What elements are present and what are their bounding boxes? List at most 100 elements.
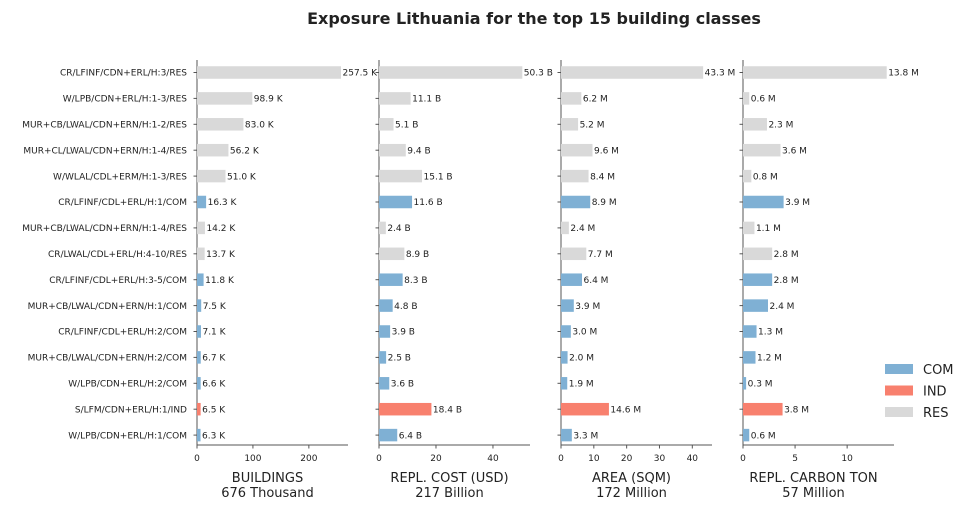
value-label: 6.4 M bbox=[584, 276, 609, 286]
value-label: 8.9 M bbox=[592, 198, 617, 208]
x-tick-label: 0 bbox=[558, 454, 564, 464]
bar bbox=[197, 118, 244, 131]
bar bbox=[743, 273, 773, 286]
category-label: CR/LFINF/CDL+ERL/H:2/COM bbox=[58, 328, 187, 338]
value-label: 6.6 K bbox=[202, 380, 226, 390]
bar bbox=[561, 221, 569, 235]
value-label: 16.3 K bbox=[208, 198, 238, 208]
value-label: 98.9 K bbox=[254, 95, 284, 105]
bar bbox=[197, 351, 201, 364]
value-label: 7.1 K bbox=[202, 328, 226, 338]
x-tick-label: 0 bbox=[194, 454, 200, 464]
bar bbox=[379, 66, 523, 79]
value-label: 15.1 B bbox=[424, 172, 453, 182]
bar bbox=[743, 299, 768, 312]
value-label: 257.5 K bbox=[343, 69, 379, 79]
bar bbox=[379, 377, 390, 390]
category-label: CR/LWAL/CDL+ERL/H:4-10/RES bbox=[48, 250, 187, 260]
category-label: CR/LFINF/CDN+ERL/H:3/RES bbox=[60, 69, 187, 79]
bar bbox=[561, 273, 583, 286]
bar bbox=[743, 428, 750, 442]
category-label: MUR+CL/LWAL/CDN+ERN/H:1-4/RES bbox=[23, 146, 187, 156]
bar bbox=[197, 377, 201, 390]
bar bbox=[197, 325, 201, 338]
bar bbox=[197, 299, 202, 312]
bar bbox=[379, 351, 387, 364]
x-tick-label: 0 bbox=[376, 454, 382, 464]
category-label: MUR+CB/LWAL/CDN+ERN/H:1-2/RES bbox=[22, 121, 187, 131]
value-label: 0.6 M bbox=[751, 95, 776, 105]
value-label: 1.2 M bbox=[757, 354, 782, 364]
value-label: 56.2 K bbox=[230, 146, 260, 156]
x-axis-total: 217 Billion bbox=[415, 486, 484, 501]
value-label: 6.7 K bbox=[202, 354, 226, 364]
x-tick-label: 20 bbox=[430, 454, 442, 464]
bar bbox=[197, 92, 253, 105]
value-label: 2.0 M bbox=[569, 354, 594, 364]
value-label: 2.4 M bbox=[570, 224, 595, 234]
value-label: 8.9 B bbox=[406, 250, 429, 260]
bar bbox=[379, 169, 423, 183]
value-label: 1.9 M bbox=[569, 380, 594, 390]
value-label: 7.7 M bbox=[588, 250, 613, 260]
bar bbox=[197, 195, 207, 209]
x-axis-title: AREA (SQM) bbox=[592, 471, 671, 486]
legend-label-com: COM bbox=[923, 363, 954, 378]
bar bbox=[197, 169, 226, 183]
x-tick-label: 10 bbox=[841, 454, 853, 464]
category-label: W/LPB/CDN+ERL/H:2/COM bbox=[68, 380, 187, 390]
value-label: 5.1 B bbox=[395, 121, 418, 131]
bar bbox=[743, 169, 752, 183]
bar bbox=[379, 92, 411, 105]
bar bbox=[197, 143, 229, 157]
value-label: 7.5 K bbox=[203, 302, 227, 312]
value-label: 6.4 B bbox=[399, 431, 422, 441]
value-label: 13.8 M bbox=[888, 69, 919, 79]
bar bbox=[197, 66, 342, 79]
value-label: 8.4 M bbox=[590, 172, 615, 182]
value-label: 3.3 M bbox=[573, 431, 598, 441]
x-tick-label: 10 bbox=[588, 454, 600, 464]
category-label: CR/LFINF/CDL+ERL/H:1/COM bbox=[58, 198, 187, 208]
x-tick-label: 20 bbox=[621, 454, 633, 464]
bar bbox=[379, 221, 386, 235]
value-label: 1.1 M bbox=[756, 224, 781, 234]
bar bbox=[561, 118, 579, 131]
value-label: 11.6 B bbox=[414, 198, 443, 208]
value-label: 3.9 M bbox=[575, 302, 600, 312]
value-label: 5.2 M bbox=[580, 121, 605, 131]
x-axis-title: REPL. COST (USD) bbox=[390, 471, 508, 486]
value-label: 50.3 B bbox=[524, 69, 553, 79]
bar bbox=[561, 299, 574, 312]
bar bbox=[743, 247, 773, 261]
x-tick-label: 30 bbox=[654, 454, 666, 464]
bar bbox=[743, 325, 757, 338]
bar bbox=[743, 195, 784, 209]
value-label: 3.6 M bbox=[782, 146, 807, 156]
category-label: W/LPB/CDN+ERL/H:1-3/RES bbox=[63, 95, 188, 105]
value-label: 2.5 B bbox=[388, 354, 411, 364]
legend-label-ind: IND bbox=[923, 385, 947, 400]
bar bbox=[561, 169, 589, 183]
bar bbox=[561, 402, 609, 416]
value-label: 3.6 B bbox=[391, 380, 414, 390]
bar bbox=[743, 66, 887, 79]
value-label: 14.2 K bbox=[206, 224, 236, 234]
bar bbox=[561, 428, 572, 442]
legend-swatch-res bbox=[885, 407, 913, 417]
bar bbox=[743, 351, 756, 364]
category-label: MUR+CB/LWAL/CDN+ERN/H:2/COM bbox=[28, 354, 187, 364]
value-label: 3.9 M bbox=[785, 198, 810, 208]
legend-label-res: RES bbox=[923, 406, 949, 421]
value-label: 3.8 M bbox=[784, 405, 809, 415]
chart-title: Exposure Lithuania for the top 15 buildi… bbox=[307, 9, 761, 28]
value-label: 2.4 B bbox=[387, 224, 410, 234]
bar bbox=[197, 247, 205, 261]
x-tick-label: 0 bbox=[740, 454, 746, 464]
bar bbox=[561, 92, 582, 105]
value-label: 4.8 B bbox=[394, 302, 417, 312]
bar bbox=[379, 325, 391, 338]
bar bbox=[379, 143, 406, 157]
bar bbox=[561, 247, 587, 261]
